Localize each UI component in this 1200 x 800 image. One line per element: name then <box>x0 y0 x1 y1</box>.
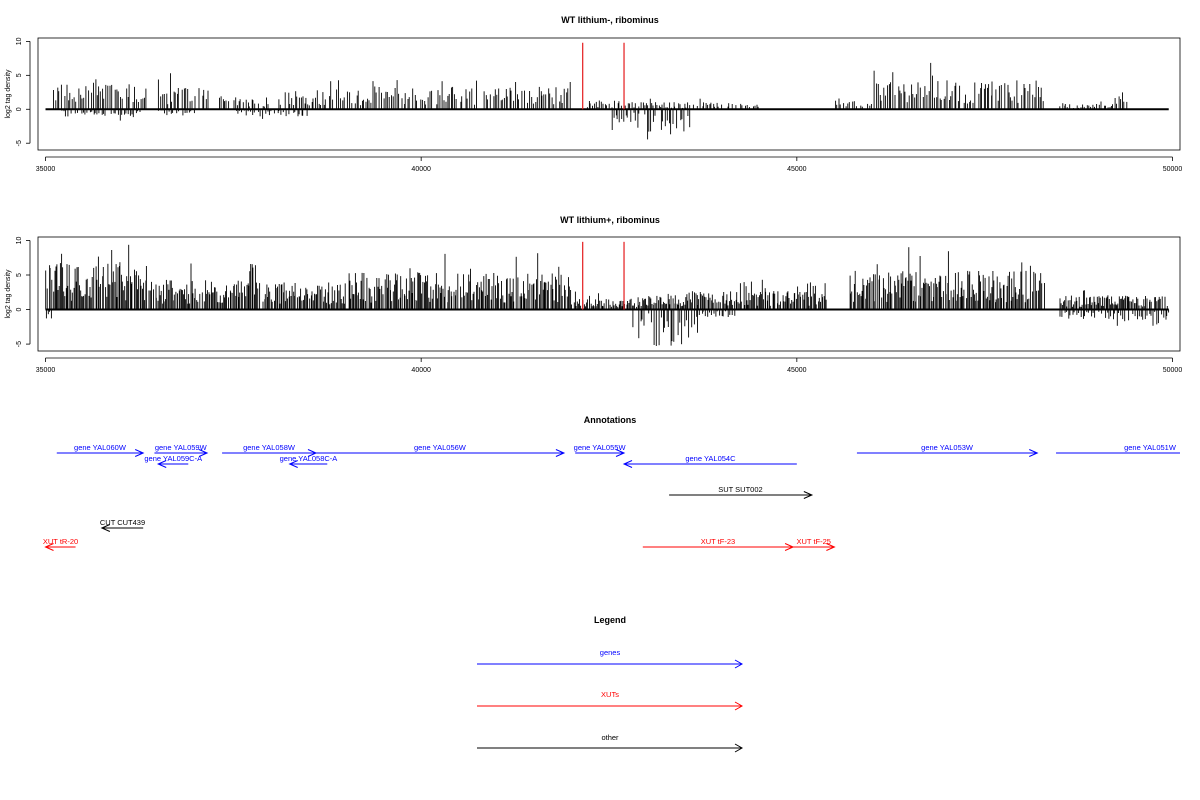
feature-arrowhead <box>826 543 836 551</box>
y-tick-label: -5 <box>16 140 23 146</box>
y-tick-label: 10 <box>16 37 23 45</box>
y-tick-label: 0 <box>16 307 23 311</box>
feature-label: gene YAL053W <box>921 443 974 452</box>
legend-arrowhead <box>734 701 744 711</box>
x-tick-label: 50000 <box>1163 367 1183 374</box>
legend-item-xuts: XUTs <box>477 690 744 711</box>
y-tick-label: 10 <box>16 236 23 244</box>
tag-density-bars <box>45 244 1170 346</box>
y-tick-label: -5 <box>16 341 23 347</box>
feature-label: CUT CUT439 <box>100 518 145 527</box>
y-axis-label: log2 tag density <box>5 269 12 319</box>
y-axis: 10 5 0 -5 <box>16 236 31 347</box>
feature-gene-yal056w: gene YAL056W <box>315 443 566 457</box>
x-tick-label: 35000 <box>36 367 56 374</box>
feature-arrowhead <box>198 449 209 457</box>
annotations-panel: Annotations gene YAL060W gene YAL059Wgene… <box>43 415 1180 551</box>
feature-arrowhead <box>288 460 298 468</box>
x-tick-label: 35000 <box>36 166 56 173</box>
feature-gene-yal053w: gene YAL053W <box>856 443 1039 457</box>
track-title: WT lithium-, ribominus <box>561 15 659 25</box>
feature-arrowhead <box>44 543 54 551</box>
plot-frame <box>37 37 1181 151</box>
feature-label: gene YAL055W <box>574 443 627 452</box>
feature-label: gene YAL056W <box>414 443 467 452</box>
feature-arrows: gene YAL060W gene YAL059W gene YAL059C-A ge… <box>43 443 1180 551</box>
feature-gene-yal058c-a: gene YAL058C-A <box>280 454 338 468</box>
feature-gene-yal055w: gene YAL055W <box>574 443 627 457</box>
track-title: WT lithium+, ribominus <box>560 215 660 225</box>
feature-arrowhead <box>134 449 145 457</box>
feature-xut-tr-20: XUT tR-20 <box>43 537 78 551</box>
legend-item-genes: genes <box>477 648 744 669</box>
feature-cut-cut439: CUT CUT439 <box>100 518 145 532</box>
x-axis: 35000 40000 45000 50000 <box>36 357 1183 374</box>
feature-xut-tf-23: XUT tF-23 <box>642 537 795 551</box>
feature-gene-yal054c: gene YAL054C <box>622 454 797 468</box>
x-tick-label: 40000 <box>411 166 431 173</box>
y-tick-label: 5 <box>16 273 23 277</box>
feature-label: gene YAL059W <box>155 443 208 452</box>
x-tick-label: 50000 <box>1163 166 1183 173</box>
feature-label: gene YAL058W <box>243 443 296 452</box>
legend-label: XUTs <box>601 690 619 699</box>
legend-arrowhead <box>734 743 744 753</box>
legend-item-other: other <box>477 733 744 753</box>
feature-arrowhead <box>100 524 111 532</box>
feature-arrowhead <box>156 460 167 468</box>
track-panel-lithium-minus: WT lithium-, ribominus 10 5 0 -5 35000 4… <box>5 15 1182 173</box>
feature-arrowhead <box>803 491 814 499</box>
y-tick-label: 5 <box>16 73 23 77</box>
red-markers <box>582 241 625 310</box>
y-axis-label: log2 tag density <box>5 69 12 119</box>
feature-label: gene YAL059C-A <box>144 454 202 463</box>
y-tick-label: 0 <box>16 107 23 111</box>
feature-label: XUT tF-25 <box>797 537 831 546</box>
feature-label: XUT tR-20 <box>43 537 78 546</box>
feature-label: gene YAL058C-A <box>280 454 338 463</box>
x-tick-label: 45000 <box>787 166 807 173</box>
annotations-title: Annotations <box>584 415 637 425</box>
feature-xut-tf-25: XUT tF-25 <box>793 537 836 551</box>
feature-arrowhead <box>615 449 626 457</box>
plot-frame <box>37 236 1181 352</box>
legend-title: Legend <box>594 615 626 625</box>
feature-gene-yal059c-a: gene YAL059C-A <box>144 454 202 468</box>
feature-label: XUT tF-23 <box>701 537 735 546</box>
feature-gene-yal051w: gene YAL051W <box>1056 443 1180 454</box>
feature-arrowhead <box>622 460 633 468</box>
x-axis: 35000 40000 45000 50000 <box>36 156 1183 173</box>
feature-sut-sut002: SUT SUT002 <box>669 485 814 499</box>
legend-arrowhead <box>734 659 744 669</box>
tag-density-bars <box>53 62 1128 140</box>
feature-label: gene YAL060W <box>74 443 127 452</box>
feature-label: SUT SUT002 <box>718 485 762 494</box>
feature-arrowhead <box>555 449 566 457</box>
legend-label: other <box>601 733 619 742</box>
feature-label: gene YAL054C <box>685 454 736 463</box>
track-panel-lithium-plus: WT lithium+, ribominus 10 5 0 -5 35000 4… <box>5 215 1182 374</box>
y-axis: 10 5 0 -5 <box>16 37 31 146</box>
x-tick-label: 45000 <box>787 367 807 374</box>
legend-label: genes <box>600 648 621 657</box>
x-tick-label: 40000 <box>411 367 431 374</box>
legend: Legend genes XUTs other <box>477 615 744 753</box>
feature-gene-yal059w: gene YAL059W <box>154 443 209 457</box>
red-markers <box>582 42 625 110</box>
feature-gene-yal060w: gene YAL060W <box>56 443 145 457</box>
feature-arrowhead <box>1029 449 1039 457</box>
feature-label: gene YAL051W <box>1124 443 1177 452</box>
